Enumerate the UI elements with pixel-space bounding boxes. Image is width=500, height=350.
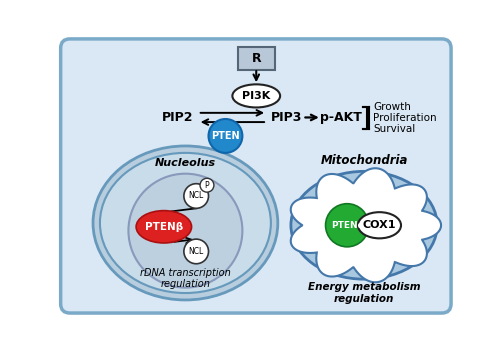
Text: Survival: Survival <box>374 124 416 134</box>
Text: P: P <box>204 181 210 190</box>
Circle shape <box>184 184 208 208</box>
Text: COX1: COX1 <box>362 220 396 230</box>
Polygon shape <box>291 168 441 282</box>
Ellipse shape <box>128 174 242 288</box>
Text: rDNA transcription
regulation: rDNA transcription regulation <box>140 268 231 289</box>
Text: p-AKT: p-AKT <box>320 111 362 124</box>
Ellipse shape <box>100 153 271 293</box>
Text: PTEN: PTEN <box>211 131 240 141</box>
Circle shape <box>208 119 242 153</box>
Circle shape <box>184 239 208 264</box>
Text: Nucleolus: Nucleolus <box>155 158 216 168</box>
Text: Mitochondria: Mitochondria <box>320 154 408 167</box>
Text: PIP2: PIP2 <box>162 111 194 124</box>
Text: Growth: Growth <box>374 102 411 112</box>
Text: Energy metabolism
regulation: Energy metabolism regulation <box>308 282 420 304</box>
Ellipse shape <box>136 211 192 243</box>
Text: NCL: NCL <box>188 191 204 201</box>
Text: NCL: NCL <box>188 247 204 256</box>
FancyBboxPatch shape <box>238 47 275 70</box>
Text: PTENβ: PTENβ <box>144 222 183 232</box>
Ellipse shape <box>93 146 278 300</box>
Ellipse shape <box>291 172 437 279</box>
FancyBboxPatch shape <box>60 39 451 313</box>
Text: PTENα: PTENα <box>330 221 364 230</box>
Text: PIP3: PIP3 <box>272 111 302 124</box>
Circle shape <box>326 204 368 247</box>
Text: PI3K: PI3K <box>242 91 270 101</box>
Ellipse shape <box>232 84 280 107</box>
Ellipse shape <box>358 212 401 238</box>
Circle shape <box>200 178 214 192</box>
Text: Proliferation: Proliferation <box>374 113 437 123</box>
Text: R: R <box>252 52 261 65</box>
